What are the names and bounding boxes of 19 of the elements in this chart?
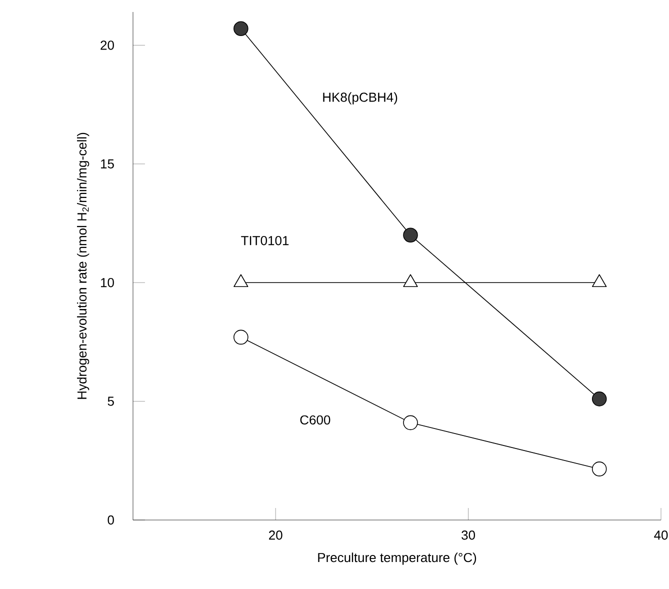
x-tick-label: 30 [462,530,476,540]
text: TIT0101 [241,236,289,246]
x-tick-label: 40 [654,530,668,540]
point [234,21,248,36]
y-tick-label: 10 [100,278,114,288]
point [234,330,248,345]
point [592,392,607,406]
y-tick-label: 0 [108,515,114,525]
x-tick-label: 20 [269,530,282,540]
y-axis-title: Hydrogen-evolution rate (nmol H$_{2}$/min/mg-cell) [77,132,90,399]
y-tick-label: 5 [108,396,114,406]
y-tick-label: 20 [100,40,114,50]
series-label: HK8(pCBH4) [323,92,398,104]
point [592,462,607,476]
text: C600 [300,415,330,425]
point [403,228,418,243]
point [403,415,418,430]
y-tick-label: 15 [100,159,114,168]
x-axis-title: Preculture temperature (°C) [318,552,476,565]
